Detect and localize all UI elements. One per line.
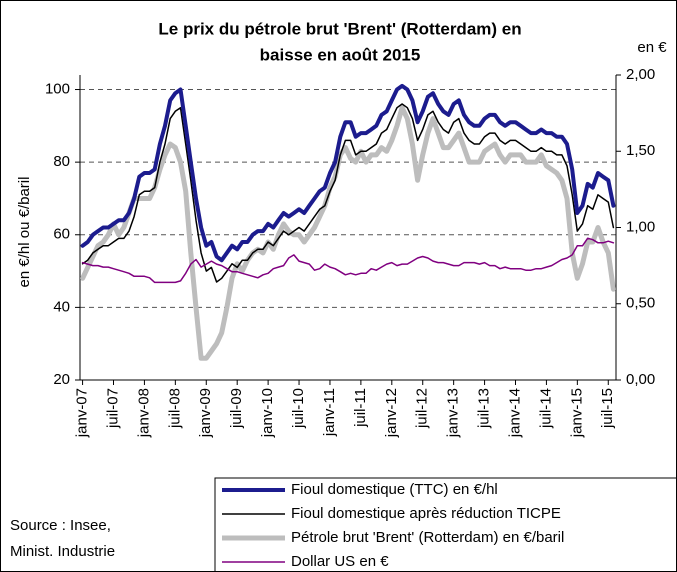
y-tick-label: 100 [45,80,70,97]
x-tick-label: juil-08 [166,388,183,429]
x-tick-label: juil-15 [599,388,616,429]
legend-label: Pétrole brut 'Brent' (Rotterdam) en €/ba… [291,529,564,546]
y2-axis-label: en € [637,39,667,56]
y2-tick-label: 2,00 [626,66,655,83]
y-tick-label: 20 [53,371,70,388]
y-tick-label: 80 [53,153,70,170]
source: Minist. Industrie [10,543,115,560]
chart-title: Le prix du pétrole brut 'Brent' (Rotterd… [158,19,521,38]
y2-tick-label: 0,00 [626,371,655,388]
legend-label: Fioul domestique après réduction TICPE [291,505,561,522]
source: Source : Insee, [10,517,111,534]
legend-box [214,477,677,572]
chart-title: baisse en août 2015 [260,45,421,64]
legend-label: Dollar US en € [291,553,389,570]
y2-tick-label: 1,00 [626,218,655,235]
y-tick-label: 40 [53,298,70,315]
x-tick-label: juil-09 [228,388,245,429]
series-line [80,105,616,361]
x-tick-label: janv-13 [445,388,462,438]
x-tick-label: janv-09 [197,388,214,438]
x-tick-label: juil-07 [104,388,121,429]
y2-tick-label: 0,50 [626,295,655,312]
x-tick-label: janv-15 [568,388,585,438]
x-tick-label: janv-10 [259,388,276,438]
series-line [81,103,615,283]
series-line [81,237,615,284]
y2-tick-label: 1,50 [626,142,655,159]
x-tick-label: janv-14 [506,388,523,438]
x-tick-label: juil-11 [352,388,369,428]
series-line [80,83,616,263]
x-tick-label: juil-14 [537,388,554,429]
y-axis-label: en €/hl ou €/baril [16,177,33,288]
x-tick-label: janv-08 [135,388,152,438]
x-tick-label: juil-10 [290,388,307,429]
legend-label: Fioul domestique (TTC) en €/hl [291,481,498,498]
x-tick-label: janv-12 [383,388,400,438]
x-tick-label: janv-11 [321,388,338,437]
y-tick-label: 60 [53,226,70,243]
x-tick-label: juil-13 [476,388,493,429]
x-tick-label: juil-12 [414,388,431,429]
x-tick-label: janv-07 [74,388,91,438]
